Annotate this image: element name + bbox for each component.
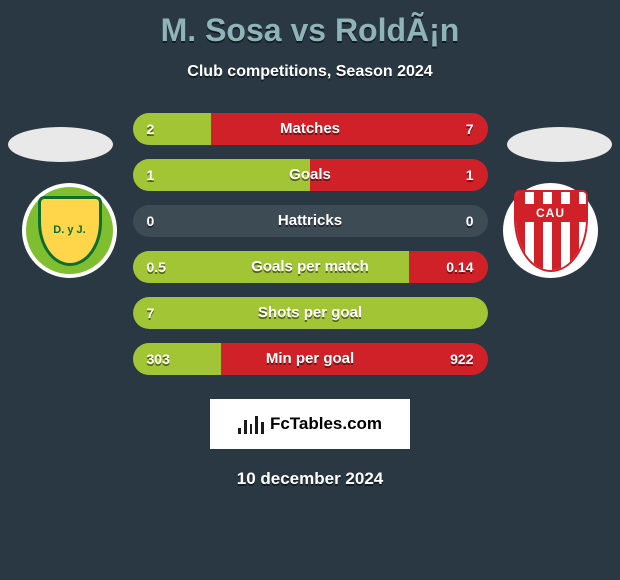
stat-row: 303922Min per goal — [133, 343, 488, 375]
stat-label: Goals — [133, 159, 488, 191]
stat-label: Hattricks — [133, 205, 488, 237]
stat-label: Min per goal — [133, 343, 488, 375]
club-badge-left: D. y J. — [22, 183, 117, 278]
club-shield-left: D. y J. — [38, 196, 102, 266]
comparison-bars: 27Matches 11Goals 00Hattricks 0.50.14Goals … — [133, 113, 488, 375]
stat-row: 7Shots per goal — [133, 297, 488, 329]
club-initials-right: CAU — [516, 204, 586, 222]
club-shield-right: CAU — [514, 190, 588, 272]
bars-icon — [238, 414, 264, 434]
stat-row: 0.50.14Goals per match — [133, 251, 488, 283]
stat-row: 00Hattricks — [133, 205, 488, 237]
club-badge-right: CAU — [503, 183, 598, 278]
stat-row: 11Goals — [133, 159, 488, 191]
player-avatar-right — [507, 127, 612, 162]
page-title: M. Sosa vs RoldÃ¡n — [0, 0, 620, 49]
watermark: FcTables.com — [210, 399, 410, 449]
stat-label: Goals per match — [133, 251, 488, 283]
club-initials-left: D. y J. — [53, 224, 85, 236]
player-avatar-left — [8, 127, 113, 162]
date: 10 december 2024 — [0, 469, 620, 489]
stat-label: Shots per goal — [133, 297, 488, 329]
watermark-text: FcTables.com — [270, 414, 382, 434]
subtitle: Club competitions, Season 2024 — [0, 63, 620, 81]
stat-row: 27Matches — [133, 113, 488, 145]
comparison-panel: D. y J. CAU 27Matches 11Goals 00Hattricks 0… — [0, 113, 620, 375]
stat-label: Matches — [133, 113, 488, 145]
